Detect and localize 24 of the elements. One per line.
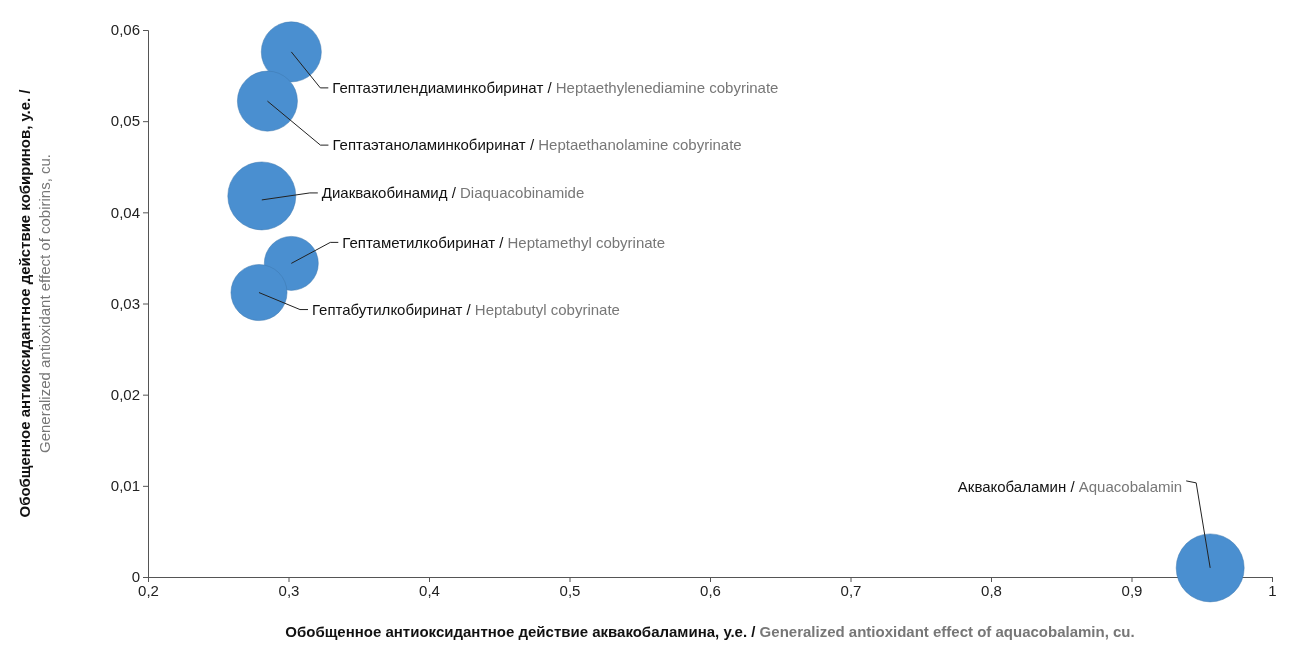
- x-tick-label: 0,4: [419, 581, 440, 599]
- x-tick-label: 0,6: [700, 581, 721, 599]
- x-tick-label: 0,7: [840, 581, 862, 599]
- y-tick-label: 0: [131, 568, 140, 586]
- annotation: Аквакобаламин / Aquacobalamin: [957, 478, 1183, 496]
- annotation: Диаквакобинамид / Diaquacobinamide: [321, 184, 585, 202]
- y-tick-label: 0,03: [110, 294, 140, 312]
- annotation: Гептабутилкобиринат / Heptabutyl cobyrinate: [311, 300, 620, 318]
- x-tick-label: 0,3: [278, 581, 300, 599]
- y-axis-title: Обобщенное антиоксидантное действие кобиринов, у.е. / Generalized antioxidant effect of cobirins, cu.: [16, 88, 53, 518]
- x-tick-label: 1: [1268, 581, 1277, 599]
- annotation: Гептаэтаноламинкобиринат / Heptaethanolamine cobyrinate: [332, 136, 742, 154]
- annotation: Гептаметилкобиринат / Heptamethyl cobyrinate: [342, 233, 666, 251]
- y-tick-label: 0,04: [110, 203, 140, 221]
- x-tick-label: 0,2: [138, 581, 159, 599]
- x-tick-label: 0,8: [981, 581, 1002, 599]
- y-tick-label: 0,06: [110, 21, 140, 39]
- x-tick-label: 0,9: [1121, 581, 1143, 599]
- annotation: Гептаэтилендиаминкобиринат / Heptaethylenediamine cobyrinate: [332, 79, 779, 97]
- y-tick-label: 0,02: [110, 385, 140, 403]
- y-tick-label: 0,01: [110, 477, 140, 495]
- x-tick-label: 0,5: [559, 581, 581, 599]
- y-tick-label: 0,05: [110, 112, 140, 130]
- x-axis-title: Обобщенное антиоксидантное действие аквакобаламина, у.е. / Generalized antioxidant effect of aquacobalamin, cu.: [285, 623, 1135, 640]
